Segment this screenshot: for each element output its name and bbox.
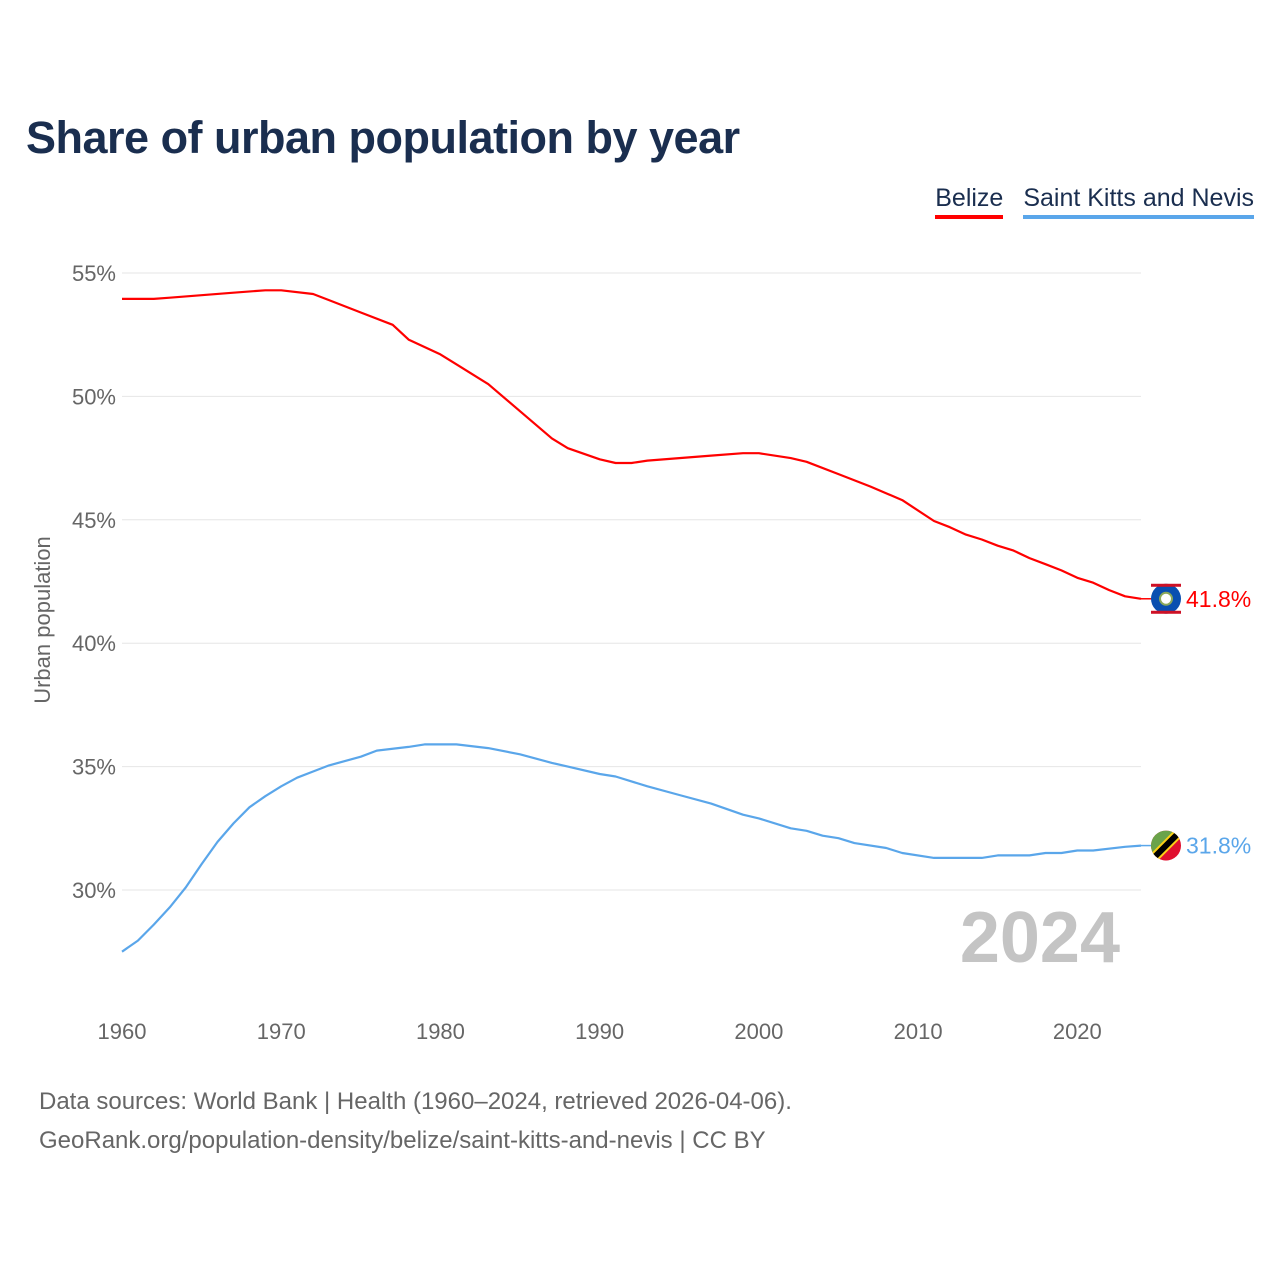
y-tick-label: 45% bbox=[72, 508, 116, 533]
x-tick-label: 2010 bbox=[894, 1019, 943, 1044]
end-value-label: 31.8% bbox=[1186, 833, 1251, 859]
flag-stripe bbox=[1151, 583, 1181, 587]
x-tick-label: 2000 bbox=[734, 1019, 783, 1044]
x-tick-label: 1960 bbox=[98, 1019, 147, 1044]
y-axis-label: Urban population bbox=[30, 536, 55, 704]
legend: Belize Saint Kitts and Nevis bbox=[935, 184, 1254, 219]
x-tick-label: 1970 bbox=[257, 1019, 306, 1044]
x-tick-label: 2020 bbox=[1053, 1019, 1102, 1044]
saint-kitts-and-nevis-flag-icon bbox=[1151, 830, 1181, 861]
y-tick-label: 35% bbox=[72, 755, 116, 780]
year-label: 2024 bbox=[960, 898, 1120, 978]
flag-emblem bbox=[1159, 591, 1173, 606]
source-url-line[interactable]: GeoRank.org/population-density/belize/sa… bbox=[39, 1127, 766, 1154]
x-tick-label: 1980 bbox=[416, 1019, 465, 1044]
source-line: Data sources: World Bank | Health (1960–… bbox=[39, 1088, 792, 1115]
y-tick-label: 30% bbox=[72, 878, 116, 903]
y-tick-label: 40% bbox=[72, 631, 116, 656]
series-line-saint-kitts-and-nevis bbox=[121, 743, 1142, 953]
y-tick-label: 50% bbox=[72, 384, 116, 409]
end-value-label: 41.8% bbox=[1186, 586, 1251, 612]
x-tick-label: 1990 bbox=[575, 1019, 624, 1044]
legend-item-saint-kitts-and-nevis[interactable]: Saint Kitts and Nevis bbox=[1023, 184, 1254, 219]
flag-stripe bbox=[1151, 610, 1181, 614]
legend-item-belize[interactable]: Belize bbox=[935, 184, 1004, 219]
series-line-belize bbox=[122, 289, 1142, 600]
chart-title: Share of urban population by year bbox=[26, 112, 740, 163]
y-tick-label: 55% bbox=[72, 261, 116, 286]
